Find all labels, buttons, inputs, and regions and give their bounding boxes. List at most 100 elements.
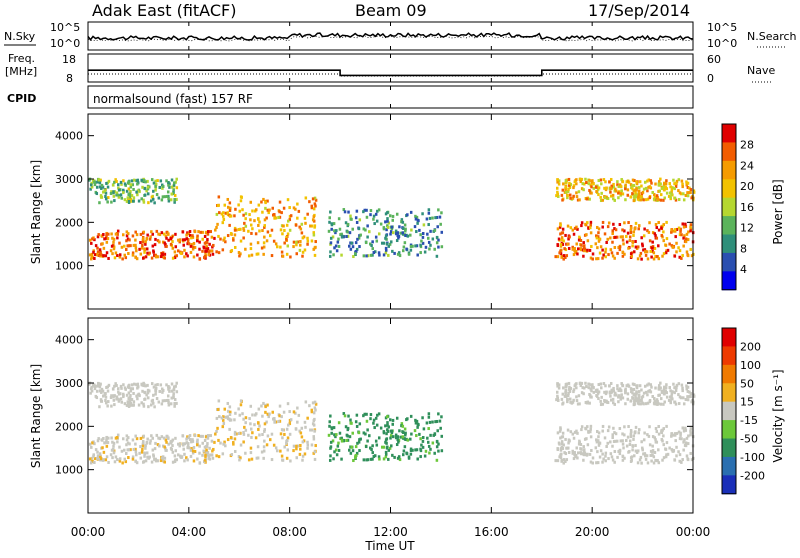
power-echo-cell — [100, 186, 103, 190]
velocity-echo-cell — [206, 436, 210, 440]
power-echo-cell — [146, 233, 149, 237]
velocity-echo-cell — [358, 422, 362, 426]
velocity-echo-cell — [233, 437, 237, 441]
power-echo-cell — [150, 195, 154, 199]
nave-label: Nave — [747, 64, 775, 77]
velocity-echo-cell — [613, 449, 617, 453]
velocity-echo-cell — [102, 437, 105, 441]
power-echo-cell — [141, 243, 144, 247]
velocity-echo-cell — [585, 385, 588, 389]
velocity-echo-cell — [380, 445, 384, 449]
power-echo-cell — [435, 215, 439, 219]
power-echo-cell — [265, 216, 268, 220]
power-echo-cell — [650, 255, 653, 259]
power-echo-cell — [162, 232, 166, 236]
power-echo-cell — [665, 220, 668, 224]
velocity-echo-cell — [141, 447, 144, 451]
power-echo-cell — [576, 252, 579, 256]
velocity-echo-cell — [102, 450, 106, 454]
power-echo-cell — [369, 253, 373, 257]
power-echo-cell — [210, 249, 213, 253]
power-echo-cell — [152, 189, 155, 193]
velocity-echo-cell — [589, 387, 592, 391]
power-echo-cell — [594, 242, 598, 246]
power-echo-cell — [312, 231, 316, 235]
velocity-echo-cell — [661, 458, 664, 462]
power-echo-cell — [662, 188, 666, 192]
velocity-echo-cell — [560, 397, 564, 401]
velocity-echo-cell — [219, 441, 222, 445]
power-echo-cell — [670, 192, 673, 196]
power-echo-cell — [613, 256, 616, 260]
power-echo-cell — [400, 220, 403, 224]
velocity-echo-cell — [615, 439, 619, 443]
power-echo-cell — [636, 197, 640, 201]
velocity-echo-cell — [309, 428, 312, 432]
velocity-echo-cell — [562, 458, 566, 462]
velocity-echo-cell — [583, 386, 586, 390]
velocity-echo-cell — [682, 429, 686, 433]
power-echo-cell — [648, 221, 651, 225]
velocity-echo-cell — [634, 399, 638, 403]
velocity-echo-cell — [673, 391, 676, 395]
velocity-echo-cell — [611, 444, 614, 448]
velocity-echo-cell — [206, 442, 209, 446]
power-echo-cell — [372, 217, 375, 221]
power-echo-cell — [116, 193, 119, 197]
power-echo-cell — [618, 248, 622, 252]
velocity-echo-cell — [683, 438, 686, 442]
power-echo-cell — [198, 257, 202, 261]
power-echo-cell — [631, 240, 635, 244]
power-echo-cell — [435, 235, 439, 239]
velocity-echo-cell — [201, 441, 204, 445]
power-echo-cell — [306, 239, 310, 243]
power-echo-cell — [89, 187, 92, 191]
velocity-echo-cell — [132, 447, 136, 451]
velocity-echo-cell — [601, 424, 605, 428]
velocity-echo-cell — [342, 439, 345, 443]
power-echo-cell — [366, 235, 369, 239]
power-echo-cell — [104, 254, 108, 258]
velocity-echo-cell — [131, 457, 135, 461]
velocity-echo-cell — [355, 451, 359, 455]
velocity-echo-cell — [266, 412, 270, 416]
velocity-echo-cell — [217, 438, 220, 442]
velocity-echo-cell — [557, 441, 561, 445]
power-echo-cell — [620, 178, 623, 182]
velocity-echo-cell — [154, 459, 158, 463]
power-echo-cell — [146, 187, 150, 191]
power-echo-cell — [651, 246, 654, 250]
power-echo-cell — [402, 226, 405, 230]
power-echo-cell — [673, 254, 677, 258]
velocity-echo-cell — [120, 400, 124, 404]
power-echo-cell — [358, 245, 361, 249]
power-echo-cell — [431, 216, 434, 220]
velocity-echo-cell — [177, 442, 180, 446]
velocity-echo-cell — [312, 419, 316, 423]
velocity-echo-cell — [638, 428, 641, 432]
power-echo-cell — [662, 230, 665, 234]
velocity-echo-cell — [112, 451, 116, 455]
power-echo-cell — [678, 233, 682, 237]
power-echo-cell — [424, 245, 428, 249]
velocity-y-tick-label: 3000 — [55, 377, 83, 390]
velocity-echo-cell — [150, 460, 154, 464]
power-echo-cell — [88, 238, 92, 242]
power-echo-cell — [433, 247, 436, 251]
power-echo-cell — [314, 198, 318, 202]
power-echo-cell — [621, 228, 624, 232]
velocity-echo-cell — [684, 441, 688, 445]
power-echo-cell — [144, 255, 148, 259]
power-echo-cell — [310, 239, 314, 243]
velocity-y-tick-label: 2000 — [55, 420, 83, 433]
power-echo-cell — [155, 229, 159, 233]
power-echo-cell — [576, 198, 580, 202]
power-echo-cell — [371, 247, 374, 251]
power-echo-cell — [581, 182, 584, 186]
velocity-echo-cell — [164, 438, 168, 442]
velocity-echo-cell — [369, 413, 373, 417]
velocity-echo-cell — [102, 458, 105, 462]
power-echo-cell — [580, 243, 583, 247]
power-echo-cell — [288, 228, 292, 232]
velocity-echo-cell — [425, 421, 429, 425]
